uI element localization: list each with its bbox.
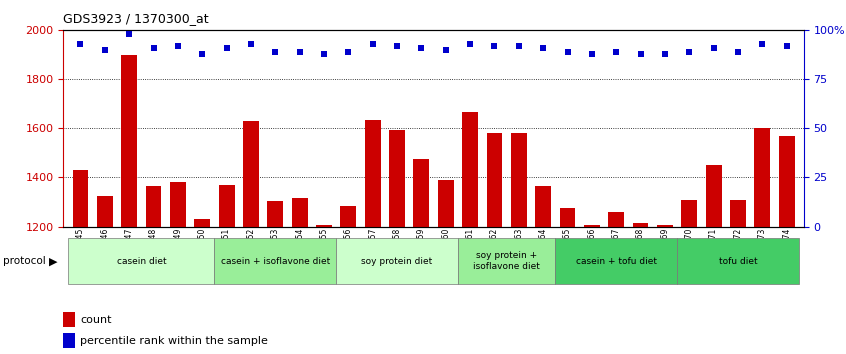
Text: percentile rank within the sample: percentile rank within the sample bbox=[80, 336, 268, 346]
Bar bbox=[340, 206, 356, 227]
Point bbox=[74, 41, 87, 47]
Bar bbox=[316, 225, 332, 227]
Point bbox=[512, 43, 525, 48]
Point bbox=[220, 45, 233, 51]
Point bbox=[293, 49, 306, 55]
Bar bbox=[170, 182, 186, 227]
Point bbox=[439, 47, 453, 52]
Bar bbox=[608, 212, 624, 227]
Point bbox=[244, 41, 258, 47]
Point bbox=[634, 51, 647, 57]
Bar bbox=[486, 133, 503, 227]
Bar bbox=[414, 159, 429, 227]
Text: casein + isoflavone diet: casein + isoflavone diet bbox=[221, 257, 330, 266]
Point bbox=[561, 49, 574, 55]
Point bbox=[268, 49, 282, 55]
Bar bbox=[730, 200, 746, 227]
Point bbox=[487, 43, 501, 48]
Bar bbox=[657, 225, 673, 227]
Text: casein diet: casein diet bbox=[117, 257, 166, 266]
Bar bbox=[584, 225, 600, 227]
Bar bbox=[218, 185, 234, 227]
Bar bbox=[73, 170, 89, 227]
Point bbox=[609, 49, 623, 55]
Point bbox=[755, 41, 769, 47]
Bar bbox=[706, 165, 722, 227]
Bar bbox=[121, 55, 137, 227]
Bar bbox=[97, 196, 113, 227]
Bar bbox=[555, 238, 677, 284]
Bar bbox=[365, 120, 381, 227]
Bar bbox=[336, 238, 458, 284]
Bar bbox=[438, 180, 453, 227]
Point bbox=[731, 49, 744, 55]
Point bbox=[366, 41, 380, 47]
Bar bbox=[292, 198, 308, 227]
Bar bbox=[681, 200, 697, 227]
Text: count: count bbox=[80, 315, 112, 325]
Point bbox=[195, 51, 209, 57]
Text: soy protein +
isoflavone diet: soy protein + isoflavone diet bbox=[473, 251, 540, 271]
Point bbox=[536, 45, 550, 51]
Text: protocol: protocol bbox=[3, 256, 47, 266]
Bar bbox=[195, 219, 210, 227]
Bar bbox=[389, 130, 405, 227]
Point bbox=[98, 47, 112, 52]
Point bbox=[123, 31, 136, 37]
Bar bbox=[63, 312, 75, 327]
Point bbox=[390, 43, 404, 48]
Point bbox=[464, 41, 477, 47]
Bar bbox=[458, 238, 555, 284]
Bar bbox=[267, 201, 283, 227]
Text: GDS3923 / 1370300_at: GDS3923 / 1370300_at bbox=[63, 12, 209, 25]
Bar bbox=[633, 223, 649, 227]
Point bbox=[146, 45, 160, 51]
Bar bbox=[63, 333, 75, 348]
Point bbox=[707, 45, 721, 51]
Text: tofu diet: tofu diet bbox=[718, 257, 757, 266]
Bar bbox=[214, 238, 336, 284]
Bar bbox=[146, 186, 162, 227]
Point bbox=[585, 51, 599, 57]
Point bbox=[683, 49, 696, 55]
Bar bbox=[536, 186, 551, 227]
Text: soy protein diet: soy protein diet bbox=[361, 257, 432, 266]
Text: casein + tofu diet: casein + tofu diet bbox=[575, 257, 656, 266]
Point bbox=[780, 43, 794, 48]
Bar bbox=[243, 121, 259, 227]
Bar bbox=[778, 136, 794, 227]
Point bbox=[342, 49, 355, 55]
Bar bbox=[755, 128, 770, 227]
Point bbox=[171, 43, 184, 48]
Point bbox=[415, 45, 428, 51]
Point bbox=[658, 51, 672, 57]
Bar bbox=[69, 238, 214, 284]
Bar bbox=[559, 208, 575, 227]
Bar bbox=[462, 112, 478, 227]
Bar bbox=[511, 133, 527, 227]
Bar bbox=[677, 238, 799, 284]
Point bbox=[317, 51, 331, 57]
Text: ▶: ▶ bbox=[49, 256, 58, 266]
